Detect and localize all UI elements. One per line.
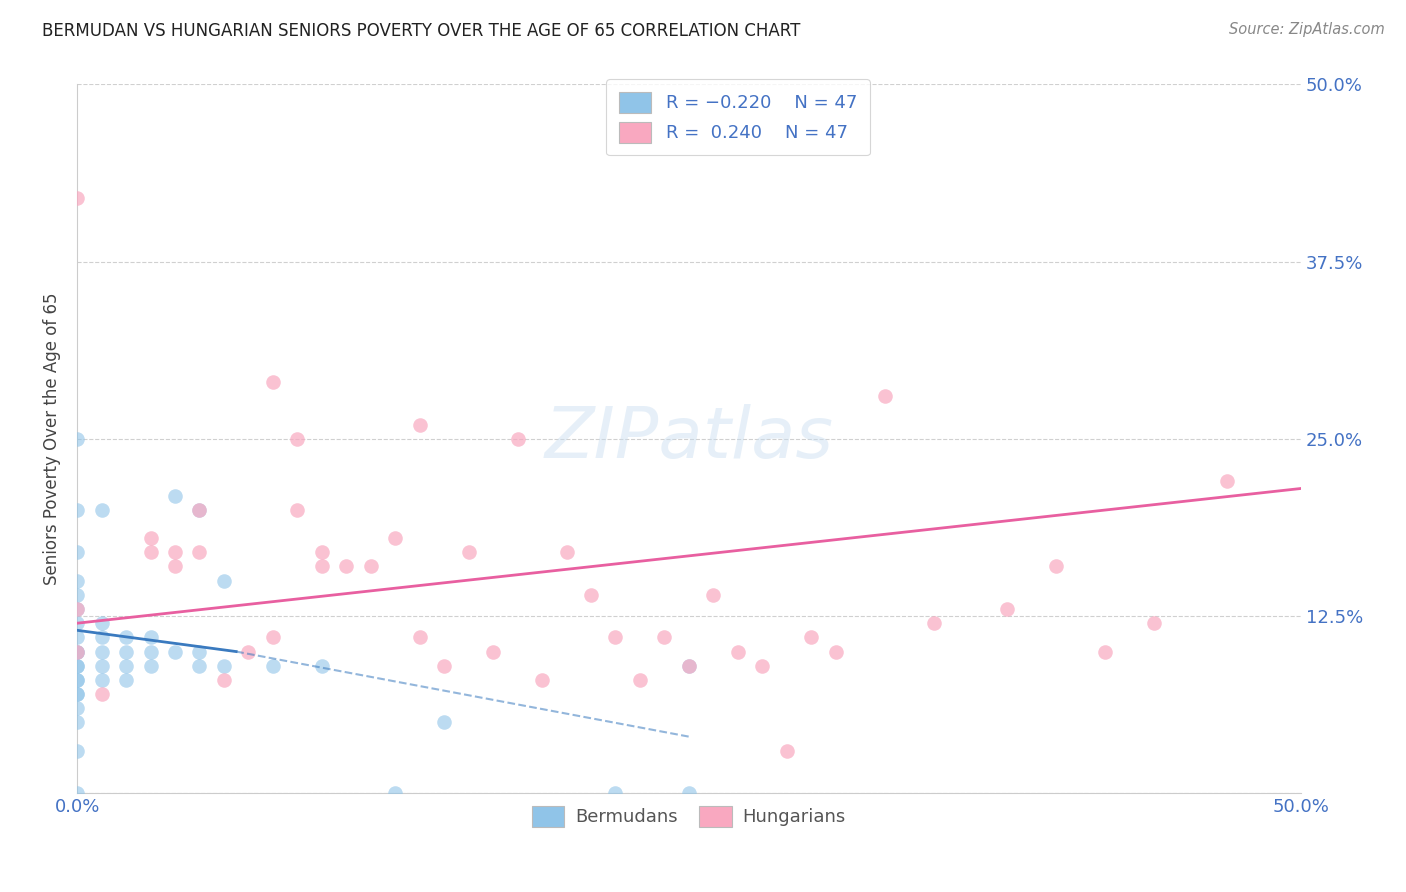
Point: [384, 786, 406, 800]
Point: [628, 673, 651, 687]
Point: [824, 644, 846, 658]
Point: [311, 658, 333, 673]
Point: [922, 616, 945, 631]
Point: [115, 644, 138, 658]
Point: [654, 631, 676, 645]
Point: [605, 786, 627, 800]
Point: [90, 616, 112, 631]
Point: [163, 489, 186, 503]
Point: [1216, 475, 1239, 489]
Point: [66, 432, 89, 446]
Point: [66, 616, 89, 631]
Point: [139, 658, 162, 673]
Point: [188, 503, 211, 517]
Point: [1094, 644, 1116, 658]
Text: ZIPatlas: ZIPatlas: [544, 404, 834, 474]
Point: [188, 545, 211, 559]
Point: [335, 559, 357, 574]
Point: [66, 574, 89, 588]
Point: [66, 191, 89, 205]
Point: [678, 786, 700, 800]
Point: [408, 417, 430, 432]
Point: [66, 701, 89, 715]
Point: [139, 531, 162, 545]
Point: [776, 744, 799, 758]
Point: [139, 545, 162, 559]
Point: [66, 644, 89, 658]
Text: Source: ZipAtlas.com: Source: ZipAtlas.com: [1229, 22, 1385, 37]
Point: [163, 559, 186, 574]
Point: [90, 644, 112, 658]
Point: [702, 588, 724, 602]
Legend: Bermudans, Hungarians: Bermudans, Hungarians: [524, 798, 853, 834]
Point: [188, 644, 211, 658]
Point: [384, 531, 406, 545]
Point: [66, 602, 89, 616]
Point: [285, 503, 308, 517]
Point: [311, 559, 333, 574]
Point: [579, 588, 602, 602]
Point: [238, 644, 260, 658]
Point: [751, 658, 773, 673]
Point: [433, 715, 456, 730]
Y-axis label: Seniors Poverty Over the Age of 65: Seniors Poverty Over the Age of 65: [44, 293, 60, 585]
Point: [115, 631, 138, 645]
Point: [212, 673, 235, 687]
Point: [285, 432, 308, 446]
Point: [995, 602, 1018, 616]
Point: [1045, 559, 1067, 574]
Text: BERMUDAN VS HUNGARIAN SENIORS POVERTY OVER THE AGE OF 65 CORRELATION CHART: BERMUDAN VS HUNGARIAN SENIORS POVERTY OV…: [42, 22, 800, 40]
Point: [66, 687, 89, 701]
Point: [66, 658, 89, 673]
Point: [66, 744, 89, 758]
Point: [1143, 616, 1166, 631]
Point: [506, 432, 529, 446]
Point: [139, 631, 162, 645]
Point: [163, 644, 186, 658]
Point: [188, 503, 211, 517]
Point: [66, 503, 89, 517]
Point: [66, 715, 89, 730]
Point: [90, 631, 112, 645]
Point: [66, 786, 89, 800]
Point: [311, 545, 333, 559]
Point: [90, 687, 112, 701]
Point: [727, 644, 749, 658]
Point: [262, 631, 284, 645]
Point: [66, 644, 89, 658]
Point: [66, 602, 89, 616]
Point: [66, 545, 89, 559]
Point: [66, 673, 89, 687]
Point: [66, 687, 89, 701]
Point: [212, 574, 235, 588]
Point: [457, 545, 479, 559]
Point: [678, 658, 700, 673]
Point: [212, 658, 235, 673]
Point: [262, 658, 284, 673]
Point: [873, 389, 896, 403]
Point: [678, 658, 700, 673]
Point: [90, 658, 112, 673]
Point: [605, 631, 627, 645]
Point: [408, 631, 430, 645]
Point: [66, 673, 89, 687]
Point: [360, 559, 382, 574]
Point: [531, 673, 554, 687]
Point: [90, 673, 112, 687]
Point: [555, 545, 578, 559]
Point: [115, 658, 138, 673]
Point: [262, 375, 284, 389]
Point: [66, 644, 89, 658]
Point: [163, 545, 186, 559]
Point: [800, 631, 823, 645]
Point: [188, 658, 211, 673]
Point: [115, 673, 138, 687]
Point: [139, 644, 162, 658]
Point: [66, 588, 89, 602]
Point: [90, 503, 112, 517]
Point: [482, 644, 505, 658]
Point: [66, 658, 89, 673]
Point: [433, 658, 456, 673]
Point: [66, 631, 89, 645]
